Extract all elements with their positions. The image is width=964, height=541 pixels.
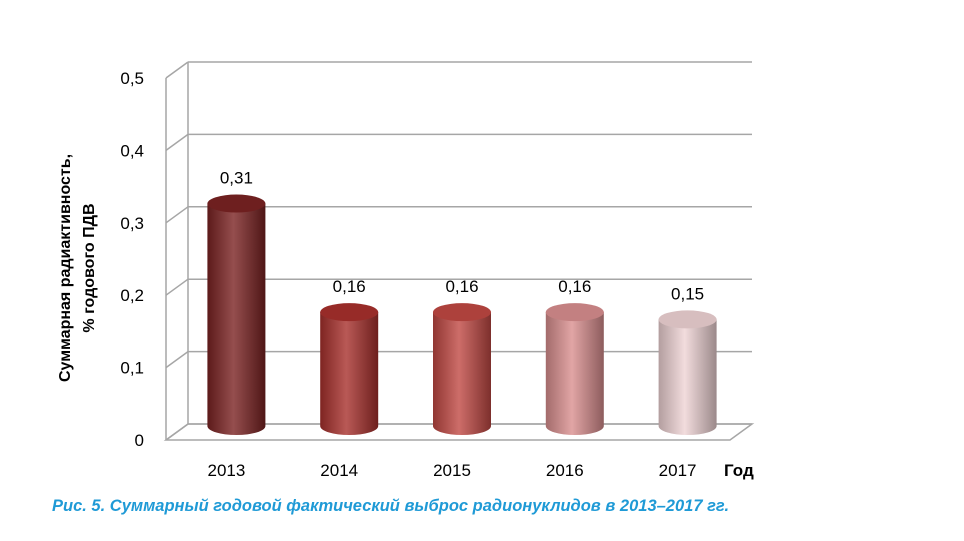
bar-2016 <box>545 303 604 435</box>
y-tick-label: 0,3 <box>120 214 144 233</box>
y-tick-labels: 0 0,1 0,2 0,3 0,4 0,5 <box>120 69 144 450</box>
x-tick-label: 2014 <box>320 461 358 480</box>
y-tick-label: 0,4 <box>120 141 144 160</box>
data-label: 0,16 <box>445 277 478 296</box>
x-tick-labels: 2013 2014 2015 2016 2017 <box>207 461 696 480</box>
bar-2013 <box>207 194 266 435</box>
gridline-diagonal <box>165 206 189 224</box>
bar-top <box>658 310 717 329</box>
bar-2017 <box>658 310 717 435</box>
bar-2014 <box>320 303 379 435</box>
bar-body <box>207 203 266 435</box>
bars <box>207 194 717 435</box>
data-label: 0,31 <box>220 169 253 188</box>
y-tick-label: 0,1 <box>120 359 144 378</box>
gridline-diagonal <box>165 278 189 296</box>
gridline-diagonal <box>165 133 189 152</box>
y-tick-label: 0,5 <box>120 69 144 88</box>
bar-chart: 0 0,1 0,2 0,3 0,4 0,5 0,31 0,16 0,16 0,16 0,15 20… <box>57 61 755 480</box>
bar-2015 <box>433 303 491 435</box>
bar-top <box>545 303 604 322</box>
x-axis-title: Год <box>724 461 754 480</box>
bar-top <box>207 194 266 213</box>
data-label: 0,15 <box>671 284 704 303</box>
bar-top <box>320 303 379 322</box>
bar-top <box>433 303 491 322</box>
x-tick-label: 2016 <box>546 461 584 480</box>
x-tick-label: 2015 <box>433 461 471 480</box>
bar-body <box>658 319 717 435</box>
data-labels: 0,31 0,16 0,16 0,16 0,15 <box>220 169 704 304</box>
x-tick-label: 2013 <box>207 461 245 480</box>
bar-body <box>320 312 379 435</box>
data-label: 0,16 <box>558 277 591 296</box>
x-tick-label: 2017 <box>659 461 697 480</box>
bar-body <box>545 312 604 435</box>
y-tick-label: 0 <box>135 431 144 450</box>
bar-body <box>433 312 491 435</box>
y-axis-title-line1: Суммарная радиактивность, <box>57 154 74 382</box>
data-label: 0,16 <box>333 277 366 296</box>
gridline-diagonal <box>165 61 189 79</box>
gridline-diagonal <box>165 350 189 369</box>
y-tick-label: 0,2 <box>120 286 144 305</box>
y-axis-title-line2: % годового ПДВ <box>81 203 98 332</box>
figure-caption: Рис. 5. Суммарный годовой фактический вы… <box>52 497 730 515</box>
